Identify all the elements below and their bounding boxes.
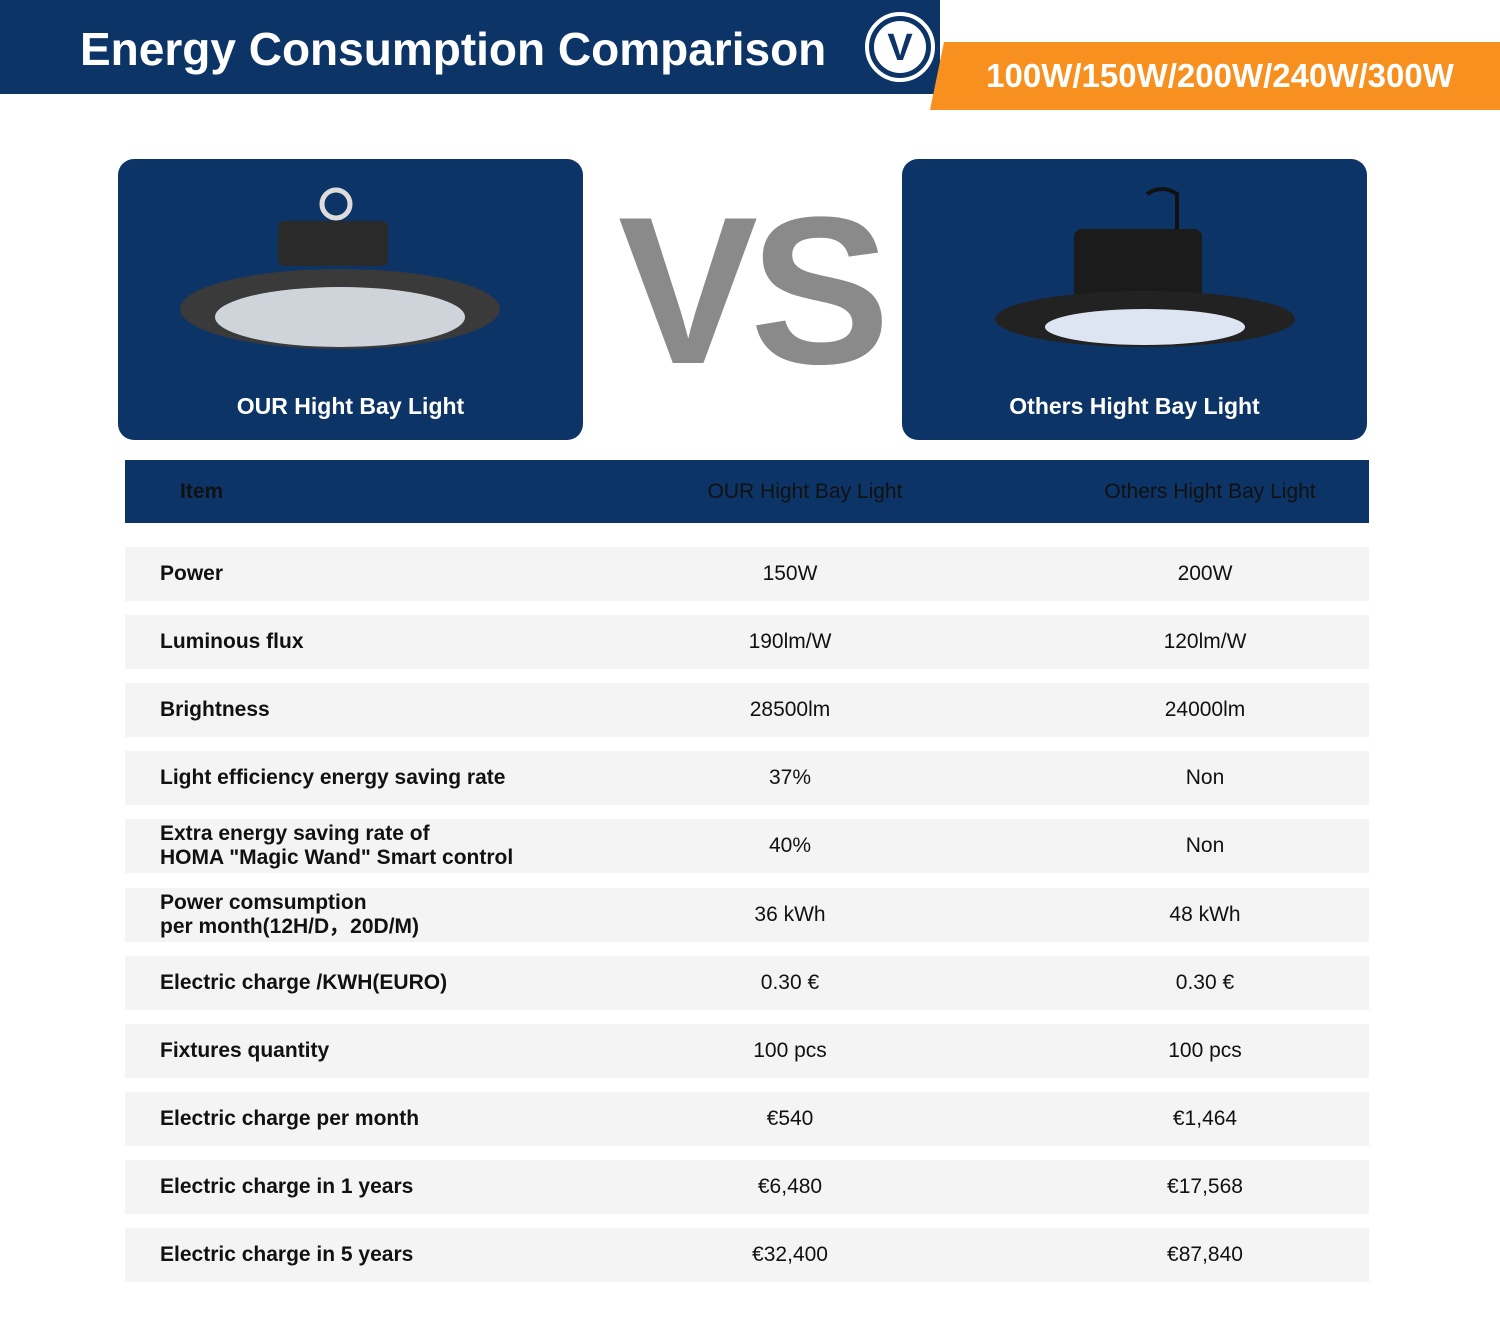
item-line: Electric charge in 5 years xyxy=(160,1243,414,1266)
item-line: Electric charge /KWH(EURO) xyxy=(160,970,448,994)
our-cell: €540 xyxy=(766,1106,814,1130)
item-cell: Extra energy saving rate of HOMA "Magic W… xyxy=(160,819,513,873)
others-cell: 48 kWh xyxy=(1169,902,1241,926)
table-header: Item OUR Hight Bay Light Others Hight Ba… xyxy=(125,460,1369,523)
others-cell: 0.30 € xyxy=(1175,970,1235,994)
table-row: Luminous flux 190lm/W 120lm/W xyxy=(125,615,1369,670)
item-cell: Brightness xyxy=(160,683,270,737)
card-label: OUR Hight Bay Light xyxy=(236,393,465,419)
vs-text: VS xyxy=(617,173,890,408)
table-row: Fixtures quantity 100 pcs 100 pcs xyxy=(125,1023,1369,1078)
our-cell: 37% xyxy=(768,766,812,790)
others-cell: €87,840 xyxy=(1167,1243,1243,1266)
item-line: Brightness xyxy=(160,698,270,722)
item-cell: Electric charge in 5 years xyxy=(160,1228,413,1282)
others-cell: 120lm/W xyxy=(1163,630,1247,654)
item-cell: Luminous flux xyxy=(160,615,304,669)
item-line: Light efficiency energy saving rate xyxy=(160,766,506,790)
item-line: Luminous flux xyxy=(160,630,304,654)
others-cell: €17,568 xyxy=(1167,1174,1243,1198)
our-cell: 190lm/W xyxy=(748,630,832,654)
table-row: Brightness 28500lm 24000lm xyxy=(125,683,1369,738)
item-line: Power comsumption xyxy=(160,890,367,914)
our-cell: €32,400 xyxy=(752,1243,828,1266)
table-row: Power comsumption per month(12H/D，20D/M) 3… xyxy=(125,887,1369,942)
card-label: Others Hight Bay Light xyxy=(1009,393,1260,419)
item-cell: Electric charge /KWH(EURO) xyxy=(160,956,447,1010)
our-cell: 100 pcs xyxy=(753,1038,827,1062)
our-cell: 28500lm xyxy=(749,698,831,722)
item-cell: Power xyxy=(160,547,223,601)
title: Energy Consumption Comparison xyxy=(80,23,827,75)
others-cell: Non xyxy=(1185,766,1225,790)
table-row: Extra energy saving rate of HOMA "Magic W… xyxy=(125,819,1369,874)
table-row: Electric charge /KWH(EURO) 0.30 € 0.30 € xyxy=(125,955,1369,1010)
item-line: Extra energy saving rate of xyxy=(160,822,430,846)
lamp-image xyxy=(995,187,1295,347)
badge-text: 100W/150W/200W/240W/300W xyxy=(986,57,1455,94)
item-line: Electric charge per month xyxy=(160,1106,420,1130)
item-cell: Light efficiency energy saving rate xyxy=(160,751,505,805)
header-cell: OUR Hight Bay Light xyxy=(707,479,903,503)
table-row: Electric charge in 5 years €32,400 €87,840 xyxy=(125,1228,1369,1282)
our-cell: 36 kWh xyxy=(754,902,826,926)
item-cell: Power comsumption per month(12H/D，20D/M) xyxy=(160,888,419,942)
header-bar xyxy=(0,0,940,94)
table-row: Light efficiency energy saving rate 37% No… xyxy=(125,751,1369,806)
header-cell: Others Hight Bay Light xyxy=(1104,479,1316,503)
others-cell: 24000lm xyxy=(1164,698,1246,722)
table-row: Power 150W 200W xyxy=(125,547,1369,601)
our-cell: 40% xyxy=(768,834,812,858)
others-cell: 200W xyxy=(1177,562,1233,585)
header-cell: Item xyxy=(180,479,224,503)
badge: 100W/150W/200W/240W/300W xyxy=(930,42,1500,110)
item-line: per month(12H/D，20D/M) xyxy=(160,914,420,938)
card: Others Hight Bay Light xyxy=(902,159,1367,440)
item-line: Fixtures quantity xyxy=(160,1038,330,1062)
others-cell: 100 pcs xyxy=(1168,1038,1242,1062)
item-cell: Fixtures quantity xyxy=(160,1024,329,1078)
our-cell: 0.30 € xyxy=(760,970,820,994)
table-row: Electric charge per month €540 €1,464 xyxy=(125,1091,1369,1146)
item-line: Electric charge in 1 years xyxy=(160,1174,414,1198)
lamp-image xyxy=(180,187,500,349)
item-line: Power xyxy=(160,562,224,585)
our-cell: €6,480 xyxy=(757,1174,823,1198)
table-row: Electric charge in 1 years €6,480 €17,568 xyxy=(125,1159,1369,1214)
card: OUR Hight Bay Light xyxy=(118,159,583,440)
others-cell: €1,464 xyxy=(1172,1106,1238,1130)
others-cell: Non xyxy=(1185,834,1225,858)
item-cell: Electric charge per month xyxy=(160,1092,419,1146)
our-cell: 150W xyxy=(762,562,818,585)
item-line: HOMA "Magic Wand" Smart control xyxy=(160,846,514,870)
logo: V xyxy=(865,12,935,82)
logo-letter: V xyxy=(887,27,913,69)
item-cell: Electric charge in 1 years xyxy=(160,1160,413,1214)
